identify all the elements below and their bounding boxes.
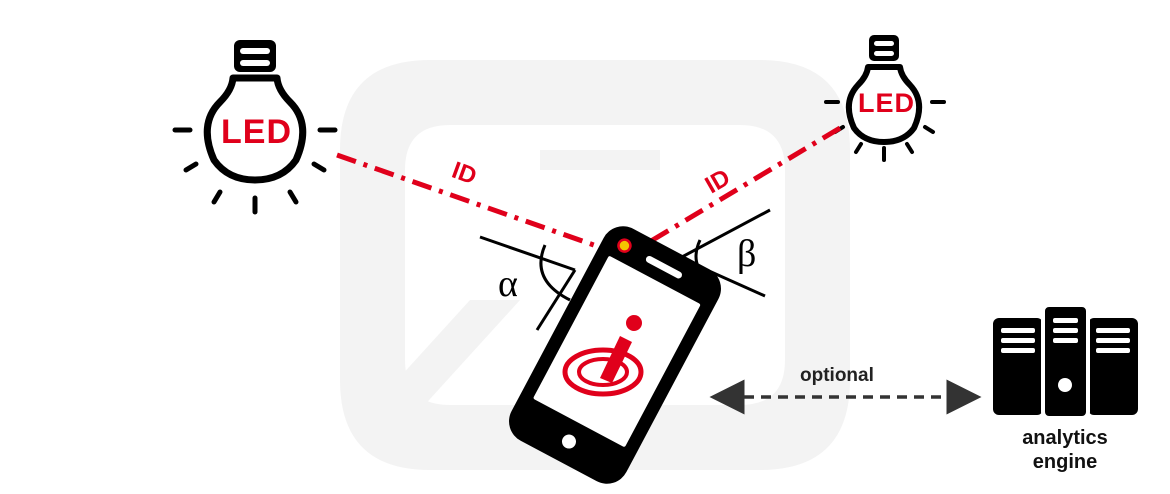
- location-pin-icon: [562, 315, 644, 397]
- bulb-glass-left: [203, 74, 307, 184]
- analytics-engine-line1: analytics: [1022, 427, 1108, 449]
- led-bulb-right: [824, 35, 946, 162]
- bulb-base-left: [234, 40, 276, 72]
- light-beam-left: [336, 152, 609, 253]
- led-bulb-left: [172, 40, 338, 215]
- analytics-engine-line2: engine: [1032, 451, 1098, 473]
- phone-home-button: [561, 434, 576, 449]
- bulb-glass-right: [845, 64, 923, 145]
- server-icon: [993, 303, 1138, 420]
- analytics-engine-label: analytics engine: [995, 426, 1135, 474]
- led-label-right: LED: [858, 88, 915, 118]
- angle-alpha-label: α: [498, 263, 518, 305]
- background-watermark: [340, 60, 850, 470]
- phone-camera: [617, 238, 632, 253]
- phone-speaker: [645, 255, 683, 279]
- angle-alpha-marker: [479, 235, 577, 331]
- bulb-base-right: [869, 35, 899, 61]
- led-label-left: LED: [221, 113, 292, 151]
- light-rays-left: [172, 127, 338, 215]
- angle-beta-label: β: [737, 233, 757, 275]
- optional-label: optional: [800, 365, 874, 386]
